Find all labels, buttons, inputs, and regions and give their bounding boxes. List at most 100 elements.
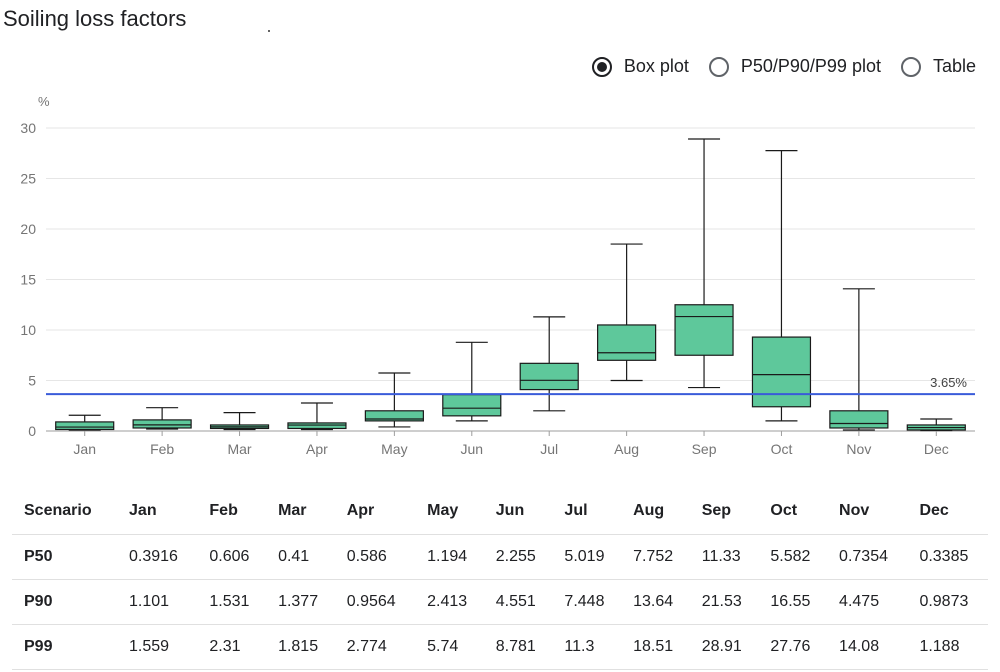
x-tick-label: Oct (771, 441, 793, 457)
page-title: Soiling loss factors (3, 6, 187, 31)
radio-unselected-icon[interactable] (900, 56, 921, 77)
y-tick-label: 0 (28, 423, 36, 439)
box-nov (829, 410, 889, 429)
x-tick-label: May (381, 441, 407, 457)
box-jan (55, 421, 115, 431)
value-cell: 1.194 (415, 534, 484, 580)
column-header-jul: Jul (552, 488, 622, 535)
table-option[interactable]: Table (900, 56, 976, 77)
box-jun (442, 394, 502, 417)
column-header-apr: Apr (334, 488, 416, 535)
box-plot-option[interactable]: Box plot (591, 56, 689, 77)
column-header-mar: Mar (266, 488, 335, 535)
x-tick-label: Aug (614, 441, 639, 457)
y-tick-label: 20 (20, 221, 36, 237)
column-header-scenario: Scenario (12, 488, 118, 535)
x-tick-label: Jul (540, 441, 558, 457)
table-label: Table (932, 56, 976, 76)
value-cell: 7.752 (621, 534, 690, 580)
radio-selected-icon[interactable] (591, 56, 612, 77)
value-cell: 11.33 (689, 534, 759, 580)
value-cell: 0.586 (334, 534, 416, 580)
column-header-nov: Nov (827, 488, 908, 535)
column-header-jun: Jun (483, 488, 553, 535)
y-tick-label: 5 (28, 373, 36, 389)
value-cell: 7.448 (552, 579, 622, 625)
x-tick-label: Nov (846, 441, 871, 457)
value-cell: 16.55 (758, 579, 828, 625)
value-cell: 13.64 (621, 579, 690, 625)
value-cell: 2.413 (415, 579, 484, 625)
value-cell: 2.255 (483, 534, 553, 580)
value-cell: 8.781 (483, 624, 553, 670)
value-cell: 1.377 (266, 579, 335, 625)
column-header-oct: Oct (758, 488, 828, 535)
column-header-sep: Sep (689, 488, 759, 535)
x-tick-label: Jun (461, 441, 484, 457)
value-cell: 0.41 (266, 534, 335, 580)
y-tick-label: 25 (20, 171, 36, 187)
value-cell: 5.74 (415, 624, 484, 670)
y-tick-label: 15 (20, 272, 36, 288)
table-row: P99 1.559 2.31 1.815 2.774 5.74 8.781 11.3 18.51… (12, 624, 988, 670)
table-row: P50 0.3916 0.606 0.41 0.586 1.194 2.255 5.019 7.… (12, 534, 988, 580)
value-cell: 4.551 (483, 579, 553, 625)
x-tick-label: Mar (227, 441, 251, 457)
column-header-aug: Aug (621, 488, 690, 535)
value-cell: 1.559 (117, 624, 198, 670)
box-oct (751, 336, 812, 408)
box-jul (519, 362, 579, 391)
value-cell: 21.53 (689, 579, 759, 625)
value-cell: 14.08 (827, 624, 908, 670)
value-cell: 28.91 (689, 624, 759, 670)
soiling-table: Scenario Jan Feb Mar Apr May Jun Jul Aug Sep Oct No… (12, 488, 988, 670)
box-aug (597, 324, 657, 361)
value-cell: 0.9564 (334, 579, 416, 625)
value-cell: 2.31 (197, 624, 267, 670)
scenario-cell: P99 (12, 624, 118, 670)
table-row: P90 1.101 1.531 1.377 0.9564 2.413 4.551 7.448 1… (12, 579, 988, 625)
value-cell: 0.606 (197, 534, 267, 580)
box-may (364, 410, 424, 422)
x-tick-label: Apr (306, 441, 328, 457)
value-cell: 0.7354 (827, 534, 908, 580)
value-cell: 11.3 (552, 624, 622, 670)
value-cell: 2.774 (334, 624, 416, 670)
value-cell: 18.51 (621, 624, 690, 670)
box-sep (674, 304, 734, 356)
value-cell: 1.188 (907, 624, 988, 670)
x-tick-label: Sep (692, 441, 717, 457)
column-header-may: May (415, 488, 484, 535)
radio-unselected-icon[interactable] (708, 56, 729, 77)
value-cell: 4.475 (827, 579, 908, 625)
value-cell: 1.815 (266, 624, 335, 670)
value-cell: 0.3385 (907, 534, 988, 580)
column-header-feb: Feb (197, 488, 267, 535)
p50-p90-p99-option[interactable]: P50/P90/P99 plot (708, 56, 881, 77)
title-dot (268, 30, 270, 32)
value-cell: 0.3916 (117, 534, 198, 580)
x-tick-label: Feb (150, 441, 174, 457)
scenario-cell: P50 (12, 534, 118, 580)
p50-p90-p99-label: P50/P90/P99 plot (740, 56, 881, 76)
x-tick-label: Dec (924, 441, 949, 457)
y-tick-label: 10 (20, 322, 36, 338)
y-tick-label: 30 (20, 120, 36, 136)
value-cell: 5.019 (552, 534, 622, 580)
scenario-cell: P90 (12, 579, 118, 625)
value-cell: 0.9873 (907, 579, 988, 625)
value-cell: 1.101 (117, 579, 198, 625)
box-plot-chart: % 0 5 10 15 20 25 30 Jan Feb Mar Apr May Jun Jul Aug Sep… (20, 94, 975, 457)
view-toggle: Box plot P50/P90/P99 plot Table (572, 56, 976, 77)
y-axis-unit-label: % (38, 94, 50, 109)
value-cell: 27.76 (758, 624, 828, 670)
reference-line-label: 3.65% (930, 375, 967, 390)
value-cell: 1.531 (197, 579, 267, 625)
x-tick-label: Jan (73, 441, 96, 457)
column-header-jan: Jan (117, 488, 198, 535)
column-header-dec: Dec (907, 488, 988, 535)
box-plot-label: Box plot (623, 56, 689, 76)
box-apr (287, 422, 347, 430)
value-cell: 5.582 (758, 534, 828, 580)
table-header-row: Scenario Jan Feb Mar Apr May Jun Jul Aug Sep Oct No… (12, 488, 988, 535)
